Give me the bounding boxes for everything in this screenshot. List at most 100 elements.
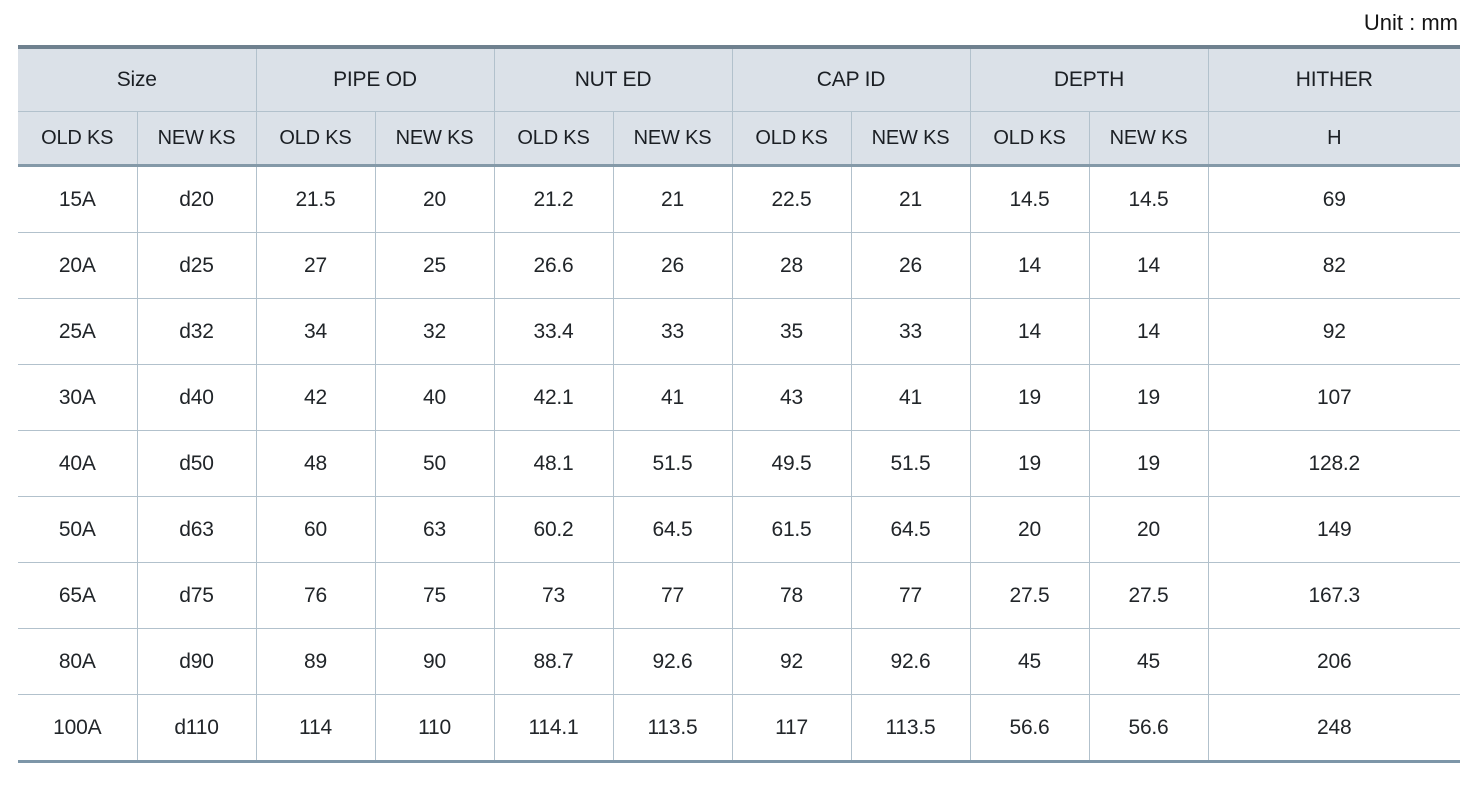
table-cell: 22.5 <box>731 165 852 233</box>
table-cell: 20 <box>1088 496 1209 563</box>
table-cell: 45 <box>969 628 1090 695</box>
header-group-row: Size PIPE OD NUT ED CAP ID DEPTH HITHER <box>17 46 1461 112</box>
table-cell: 117 <box>731 694 852 762</box>
table-cell: 76 <box>255 562 376 629</box>
table-cell: 89 <box>255 628 376 695</box>
table-cell: 167.3 <box>1207 562 1461 629</box>
table-row: 100A d110 114 110 114.1 113.5 117 113.5 56.6 56.6… <box>17 694 1461 762</box>
table-cell: 80A <box>17 628 138 695</box>
table-cell: 33.4 <box>493 298 614 365</box>
table-cell: 77 <box>850 562 971 629</box>
table-header: Size PIPE OD NUT ED CAP ID DEPTH HITHER OLD K… <box>17 46 1461 167</box>
dimension-spec-table: Size PIPE OD NUT ED CAP ID DEPTH HITHER OLD K… <box>17 45 1461 763</box>
table-cell: 45 <box>1088 628 1209 695</box>
table-cell: 92 <box>731 628 852 695</box>
table-cell: 42.1 <box>493 364 614 431</box>
table-cell: 25 <box>374 232 495 299</box>
table-cell: 42 <box>255 364 376 431</box>
table-cell: 92.6 <box>850 628 971 695</box>
table-row: 40A d50 48 50 48.1 51.5 49.5 51.5 19 19 128.2 <box>17 430 1461 497</box>
column-group-header: HITHER <box>1207 46 1461 112</box>
table-cell: 14 <box>969 298 1090 365</box>
table-cell: 65A <box>17 562 138 629</box>
table-cell: 21 <box>612 165 733 233</box>
table-row: 65A d75 76 75 73 77 78 77 27.5 27.5 167.3 <box>17 562 1461 629</box>
table-cell: 56.6 <box>1088 694 1209 762</box>
table-cell: d32 <box>136 298 257 365</box>
column-sub-header: OLD KS <box>17 111 138 167</box>
table-cell: 14.5 <box>969 165 1090 233</box>
column-group-header: CAP ID <box>731 46 971 112</box>
table-row: 80A d90 89 90 88.7 92.6 92 92.6 45 45 206 <box>17 628 1461 695</box>
table-cell: 33 <box>612 298 733 365</box>
table-cell: 50 <box>374 430 495 497</box>
table-cell: 33 <box>850 298 971 365</box>
table-cell: 206 <box>1207 628 1461 695</box>
table-cell: 64.5 <box>612 496 733 563</box>
table-cell: 73 <box>493 562 614 629</box>
column-sub-header: OLD KS <box>255 111 376 167</box>
table-cell: 40A <box>17 430 138 497</box>
table-row: 50A d63 60 63 60.2 64.5 61.5 64.5 20 20 149 <box>17 496 1461 563</box>
table-cell: 14 <box>1088 298 1209 365</box>
table-cell: 51.5 <box>612 430 733 497</box>
table-cell: 21.5 <box>255 165 376 233</box>
table-cell: 15A <box>17 165 138 233</box>
table-row: 30A d40 42 40 42.1 41 43 41 19 19 107 <box>17 364 1461 431</box>
table-cell: 27.5 <box>969 562 1090 629</box>
table-cell: d90 <box>136 628 257 695</box>
table-cell: 14 <box>969 232 1090 299</box>
table-cell: 64.5 <box>850 496 971 563</box>
column-sub-header: NEW KS <box>136 111 257 167</box>
table-cell: 69 <box>1207 165 1461 233</box>
table-cell: 32 <box>374 298 495 365</box>
table-cell: 21.2 <box>493 165 614 233</box>
table-cell: 28 <box>731 232 852 299</box>
table-row: 20A d25 27 25 26.6 26 28 26 14 14 82 <box>17 232 1461 299</box>
column-sub-header: H <box>1207 111 1461 167</box>
table-cell: 75 <box>374 562 495 629</box>
table-cell: 113.5 <box>612 694 733 762</box>
table-cell: 50A <box>17 496 138 563</box>
table-cell: 14.5 <box>1088 165 1209 233</box>
table-cell: d20 <box>136 165 257 233</box>
table-cell: 40 <box>374 364 495 431</box>
table-cell: 19 <box>1088 364 1209 431</box>
table-cell: 43 <box>731 364 852 431</box>
table-cell: d110 <box>136 694 257 762</box>
table-cell: 27.5 <box>1088 562 1209 629</box>
table-cell: 35 <box>731 298 852 365</box>
table-cell: 20 <box>374 165 495 233</box>
table-cell: d63 <box>136 496 257 563</box>
table-cell: 26 <box>612 232 733 299</box>
table-cell: 107 <box>1207 364 1461 431</box>
table-cell: 77 <box>612 562 733 629</box>
table-cell: 114.1 <box>493 694 614 762</box>
column-sub-header: OLD KS <box>969 111 1090 167</box>
table-cell: 26.6 <box>493 232 614 299</box>
table-cell: 92.6 <box>612 628 733 695</box>
table-row: 25A d32 34 32 33.4 33 35 33 14 14 92 <box>17 298 1461 365</box>
table-cell: d50 <box>136 430 257 497</box>
column-group-header: DEPTH <box>969 46 1209 112</box>
table-cell: 34 <box>255 298 376 365</box>
column-sub-header: OLD KS <box>493 111 614 167</box>
table-cell: d75 <box>136 562 257 629</box>
table-cell: 19 <box>1088 430 1209 497</box>
column-sub-header: NEW KS <box>850 111 971 167</box>
column-sub-header: OLD KS <box>731 111 852 167</box>
table-cell: 41 <box>850 364 971 431</box>
table-cell: 60.2 <box>493 496 614 563</box>
table-cell: 82 <box>1207 232 1461 299</box>
table-cell: 19 <box>969 430 1090 497</box>
unit-label: Unit : mm <box>1363 10 1458 35</box>
table-cell: 248 <box>1207 694 1461 762</box>
table-cell: 25A <box>17 298 138 365</box>
column-group-header: NUT ED <box>493 46 733 112</box>
table-cell: 14 <box>1088 232 1209 299</box>
table-body: 15A d20 21.5 20 21.2 21 22.5 21 14.5 14.5 69 20A d25… <box>17 165 1461 762</box>
table-cell: 113.5 <box>850 694 971 762</box>
table-cell: 26 <box>850 232 971 299</box>
table-cell: 90 <box>374 628 495 695</box>
table-cell: 61.5 <box>731 496 852 563</box>
